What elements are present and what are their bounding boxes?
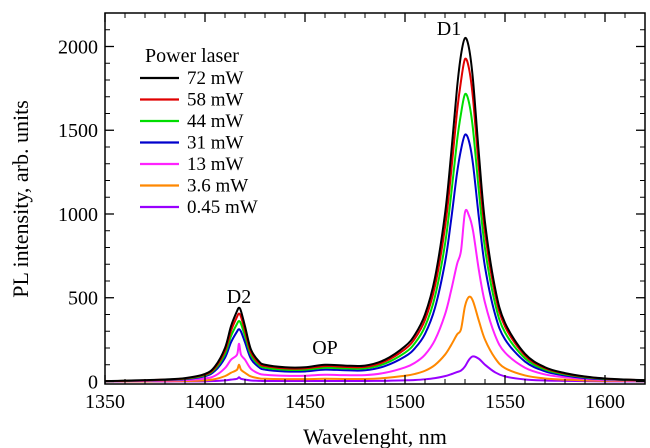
x-tick-label: 1500 (385, 391, 425, 413)
legend-label: 13 mW (187, 154, 244, 175)
legend-label: 0.45 mW (187, 197, 258, 218)
peak-annotation: D2 (227, 286, 251, 308)
y-tick-label: 1000 (58, 204, 98, 226)
x-tick-label: 1350 (85, 391, 125, 413)
x-tick-label: 1600 (585, 391, 625, 413)
y-tick-label: 0 (88, 371, 98, 393)
plot-frame (104, 12, 646, 385)
x-tick-label: 1450 (285, 391, 325, 413)
legend-title: Power laser (145, 45, 239, 67)
legend-label: 44 mW (187, 111, 244, 132)
y-tick-label: 2000 (58, 36, 98, 58)
x-tick-label: 1550 (485, 391, 525, 413)
series-line-6 (104, 355, 646, 383)
ticks-layer: 1350 1400 1450 1500 1550 1600 0 500 1000 1500 2000 (58, 12, 646, 413)
series-layer (104, 36, 646, 383)
y-tick-label: 1500 (58, 120, 98, 142)
series-line-4 (104, 208, 646, 383)
legend-label: 3.6 mW (187, 176, 248, 197)
legend-label: 72 mW (187, 68, 244, 89)
legend-label: 31 mW (187, 133, 244, 154)
legend-label: 58 mW (187, 90, 244, 111)
peak-annotation: D1 (437, 18, 461, 40)
series-line-5 (104, 295, 646, 383)
y-axis-label: PL intensity, arb. units (8, 100, 33, 298)
series-line-3 (104, 133, 646, 383)
x-tick-label: 1400 (185, 391, 225, 413)
peak-annotation: OP (312, 337, 338, 359)
series-line-2 (104, 92, 646, 383)
series-line-1 (104, 57, 646, 383)
series-line-0 (104, 36, 646, 383)
annotations-layer: D1 D2 OP (227, 18, 461, 359)
y-tick-label: 500 (68, 288, 98, 310)
x-axis-label: Wavelenght, nm (303, 424, 447, 448)
